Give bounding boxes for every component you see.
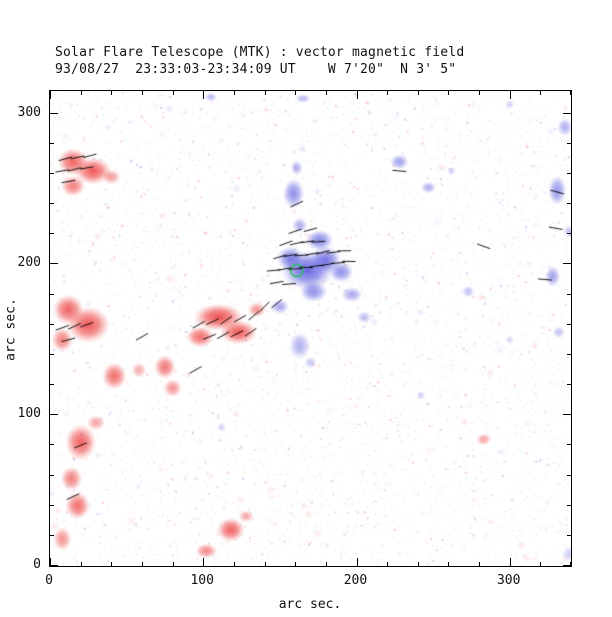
axis-tick	[264, 91, 266, 95]
axis-tick	[141, 91, 143, 95]
axis-tick	[50, 565, 58, 566]
axis-tick	[567, 474, 571, 476]
axis-tick	[50, 172, 54, 174]
axis-tick	[563, 565, 571, 566]
axis-tick	[50, 534, 54, 536]
axis-tick	[325, 562, 327, 566]
axis-tick	[50, 353, 54, 355]
axis-tick	[203, 558, 205, 566]
axis-tick	[567, 504, 571, 506]
chart-title: Solar Flare Telescope (MTK) : vector mag…	[55, 45, 465, 60]
x-tick-label: 300	[496, 573, 521, 588]
axis-tick	[479, 562, 481, 566]
axis-tick	[295, 91, 297, 95]
axis-tick	[50, 414, 58, 416]
axis-tick	[50, 263, 58, 265]
axis-tick	[50, 444, 54, 446]
axis-tick	[50, 384, 54, 385]
y-tick-label: 200	[17, 255, 41, 271]
axis-tick	[50, 203, 54, 205]
axis-tick	[563, 112, 571, 114]
y-tick-label: 100	[17, 406, 41, 422]
axis-tick	[233, 91, 235, 95]
axis-tick	[111, 562, 113, 566]
axis-tick	[50, 112, 58, 114]
axis-tick	[50, 233, 54, 235]
y-axis-label: arc sec.	[3, 298, 19, 361]
axis-tick	[111, 91, 113, 95]
axis-tick	[479, 91, 481, 95]
axis-tick	[570, 562, 571, 566]
y-tick-label: 300	[17, 104, 41, 120]
x-tick-label: 0	[45, 573, 53, 588]
x-tick-label: 200	[343, 573, 368, 588]
axis-tick	[356, 558, 358, 566]
x-tick-label: 100	[190, 573, 214, 588]
axis-tick	[50, 323, 54, 325]
axis-tick	[387, 562, 389, 566]
axis-tick	[80, 91, 82, 95]
axis-tick	[567, 172, 571, 174]
x-axis-label: arc sec.	[278, 597, 342, 612]
axis-tick	[141, 562, 143, 566]
axis-tick	[50, 474, 54, 476]
axis-tick	[50, 142, 54, 144]
axis-tick	[387, 91, 389, 95]
axis-tick	[567, 233, 571, 235]
axis-tick	[540, 562, 542, 566]
axis-tick	[567, 203, 571, 205]
axis-tick	[448, 562, 450, 566]
axis-tick	[567, 444, 571, 446]
axis-tick	[567, 323, 571, 325]
axis-tick	[295, 562, 297, 566]
axis-tick	[563, 414, 571, 416]
axis-tick	[50, 293, 54, 295]
plot-area	[49, 90, 572, 567]
axis-tick	[567, 293, 571, 295]
axis-tick	[50, 504, 54, 506]
axis-tick	[356, 91, 358, 99]
axis-tick	[417, 91, 419, 95]
chart-subtitle: 93/08/27 23:33:03-23:34:09 UT W 7'20" N …	[55, 62, 457, 77]
axis-tick	[264, 562, 266, 566]
y-tick-label: 0	[33, 557, 41, 572]
axis-tick	[509, 91, 511, 99]
axis-tick	[172, 91, 174, 95]
axis-tick	[567, 353, 571, 355]
axis-tick	[509, 558, 511, 566]
axis-tick	[570, 91, 571, 95]
axis-tick	[50, 558, 51, 566]
axis-tick	[172, 562, 174, 566]
axis-tick	[540, 91, 542, 95]
axis-tick	[325, 91, 327, 95]
axis-tick	[80, 562, 82, 566]
axis-tick	[567, 142, 571, 144]
axis-tick	[567, 534, 571, 536]
axis-tick	[50, 91, 51, 99]
magnetogram-canvas	[50, 91, 571, 566]
axis-tick	[417, 562, 419, 566]
axis-tick	[567, 384, 571, 385]
axis-tick	[448, 91, 450, 95]
axis-tick	[203, 91, 205, 99]
axis-tick	[233, 562, 235, 566]
axis-tick	[563, 263, 571, 265]
